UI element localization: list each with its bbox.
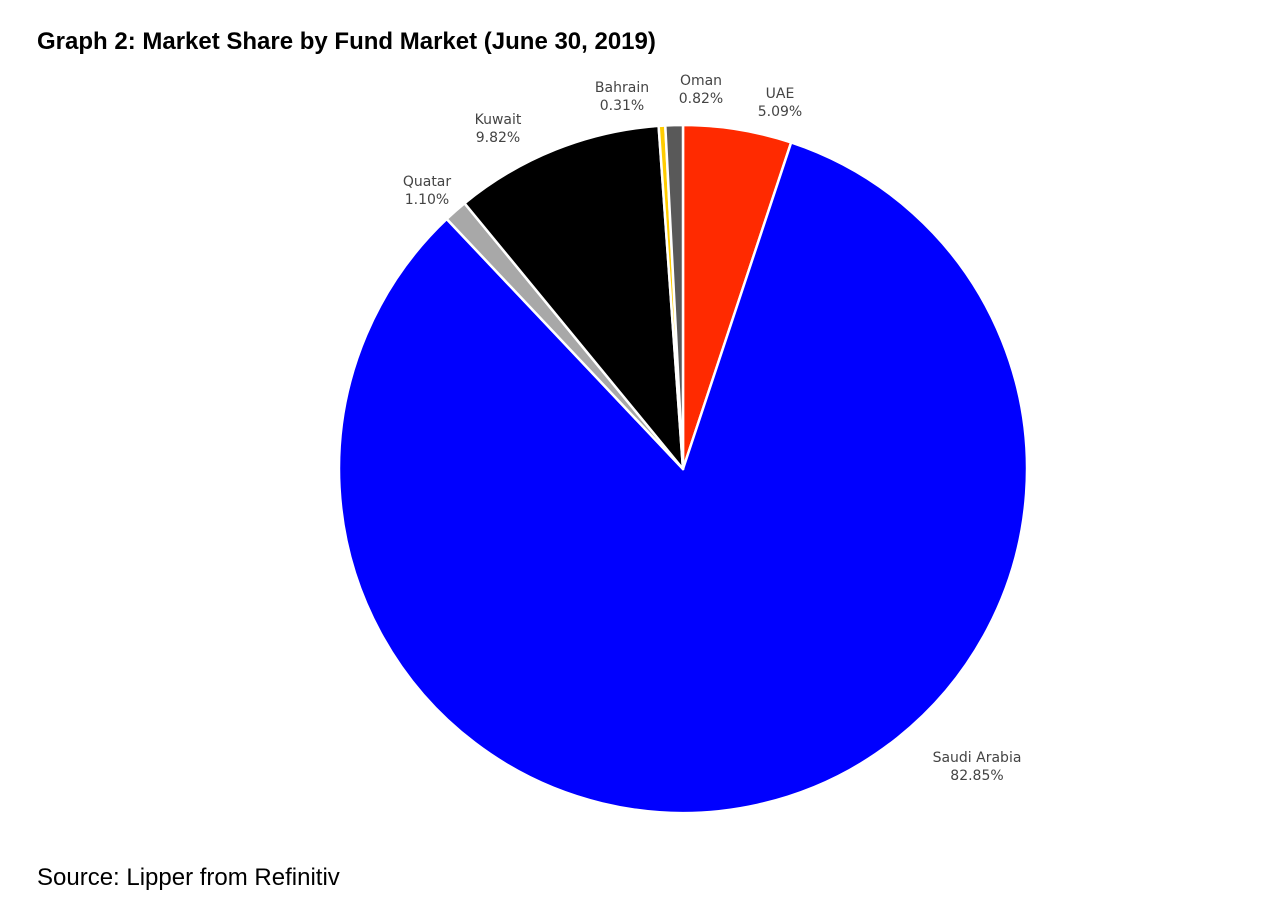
- pie-slice-kuwait: [463, 124, 685, 471]
- pie-slices: [337, 123, 1029, 815]
- slice-label-oman: Oman 0.82%: [679, 73, 723, 107]
- chart-title: Graph 2: Market Share by Fund Market (Ju…: [37, 28, 656, 55]
- slice-label-saudi-arabia: Saudi Arabia 82.85%: [933, 750, 1022, 784]
- slice-label-kuwait: Kuwait 9.82%: [475, 112, 522, 146]
- pie-labels: UAE 5.09% Saudi Arabia 82.85% Quatar 1.10% Kuw…: [403, 73, 1022, 784]
- slice-label-uae: UAE 5.09%: [758, 86, 802, 120]
- pie-slice-saudi-arabia: [337, 141, 1029, 815]
- slice-label-bahrain: Bahrain 0.31%: [595, 80, 649, 114]
- pie-slice-oman: [664, 123, 685, 471]
- source-note: Source: Lipper from Refinitiv: [37, 864, 340, 891]
- slice-label-quatar: Quatar 1.10%: [403, 174, 452, 208]
